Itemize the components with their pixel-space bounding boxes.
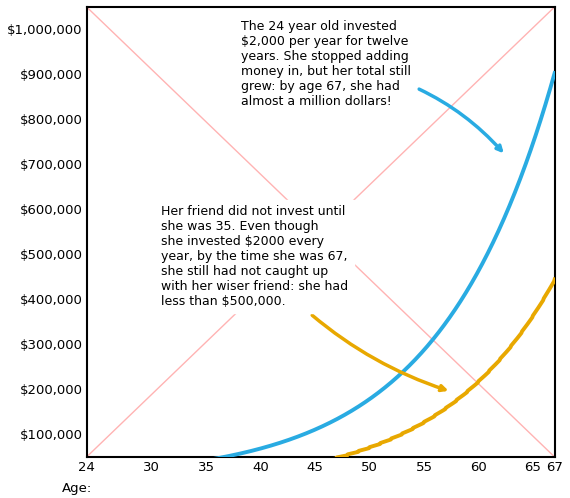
Text: The 24 year old invested
$2,000 per year for twelve
years. She stopped adding
mo: The 24 year old invested $2,000 per year…	[241, 20, 501, 150]
Text: Her friend did not invest until
she was 35. Even though
she invested $2000 every: Her friend did not invest until she was …	[161, 205, 445, 390]
X-axis label: Age:: Age:	[62, 482, 92, 495]
